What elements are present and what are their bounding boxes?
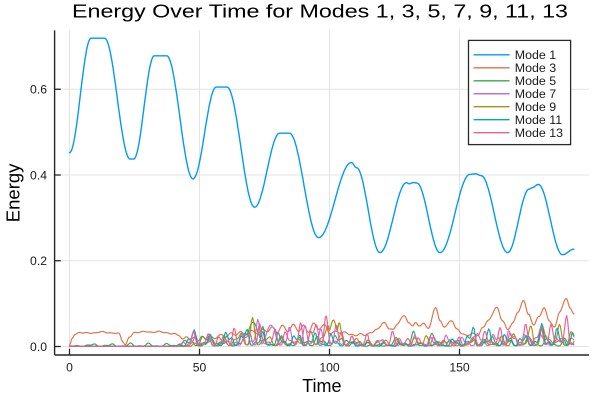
svg-text:Mode 11: Mode 11 [515, 113, 562, 127]
svg-text:0.6: 0.6 [30, 83, 47, 97]
svg-text:150: 150 [449, 361, 470, 375]
svg-text:50: 50 [193, 361, 207, 375]
svg-text:Mode 1: Mode 1 [515, 48, 556, 62]
svg-text:Energy: Energy [3, 164, 23, 223]
svg-text:Mode 3: Mode 3 [515, 61, 556, 75]
svg-text:0.4: 0.4 [30, 168, 47, 182]
svg-text:0.0: 0.0 [30, 340, 47, 354]
svg-text:Time: Time [302, 376, 341, 396]
svg-text:Mode 9: Mode 9 [515, 100, 556, 114]
svg-text:Mode 7: Mode 7 [515, 87, 556, 101]
svg-text:Energy Over Time for Modes 1,: Energy Over Time for Modes 1, 3, 5, 7, 9… [72, 1, 568, 22]
svg-text:100: 100 [319, 361, 340, 375]
svg-text:Mode 13: Mode 13 [515, 126, 563, 140]
svg-text:Mode 5: Mode 5 [515, 74, 556, 88]
svg-text:0.2: 0.2 [30, 254, 47, 268]
svg-text:0: 0 [66, 361, 73, 375]
